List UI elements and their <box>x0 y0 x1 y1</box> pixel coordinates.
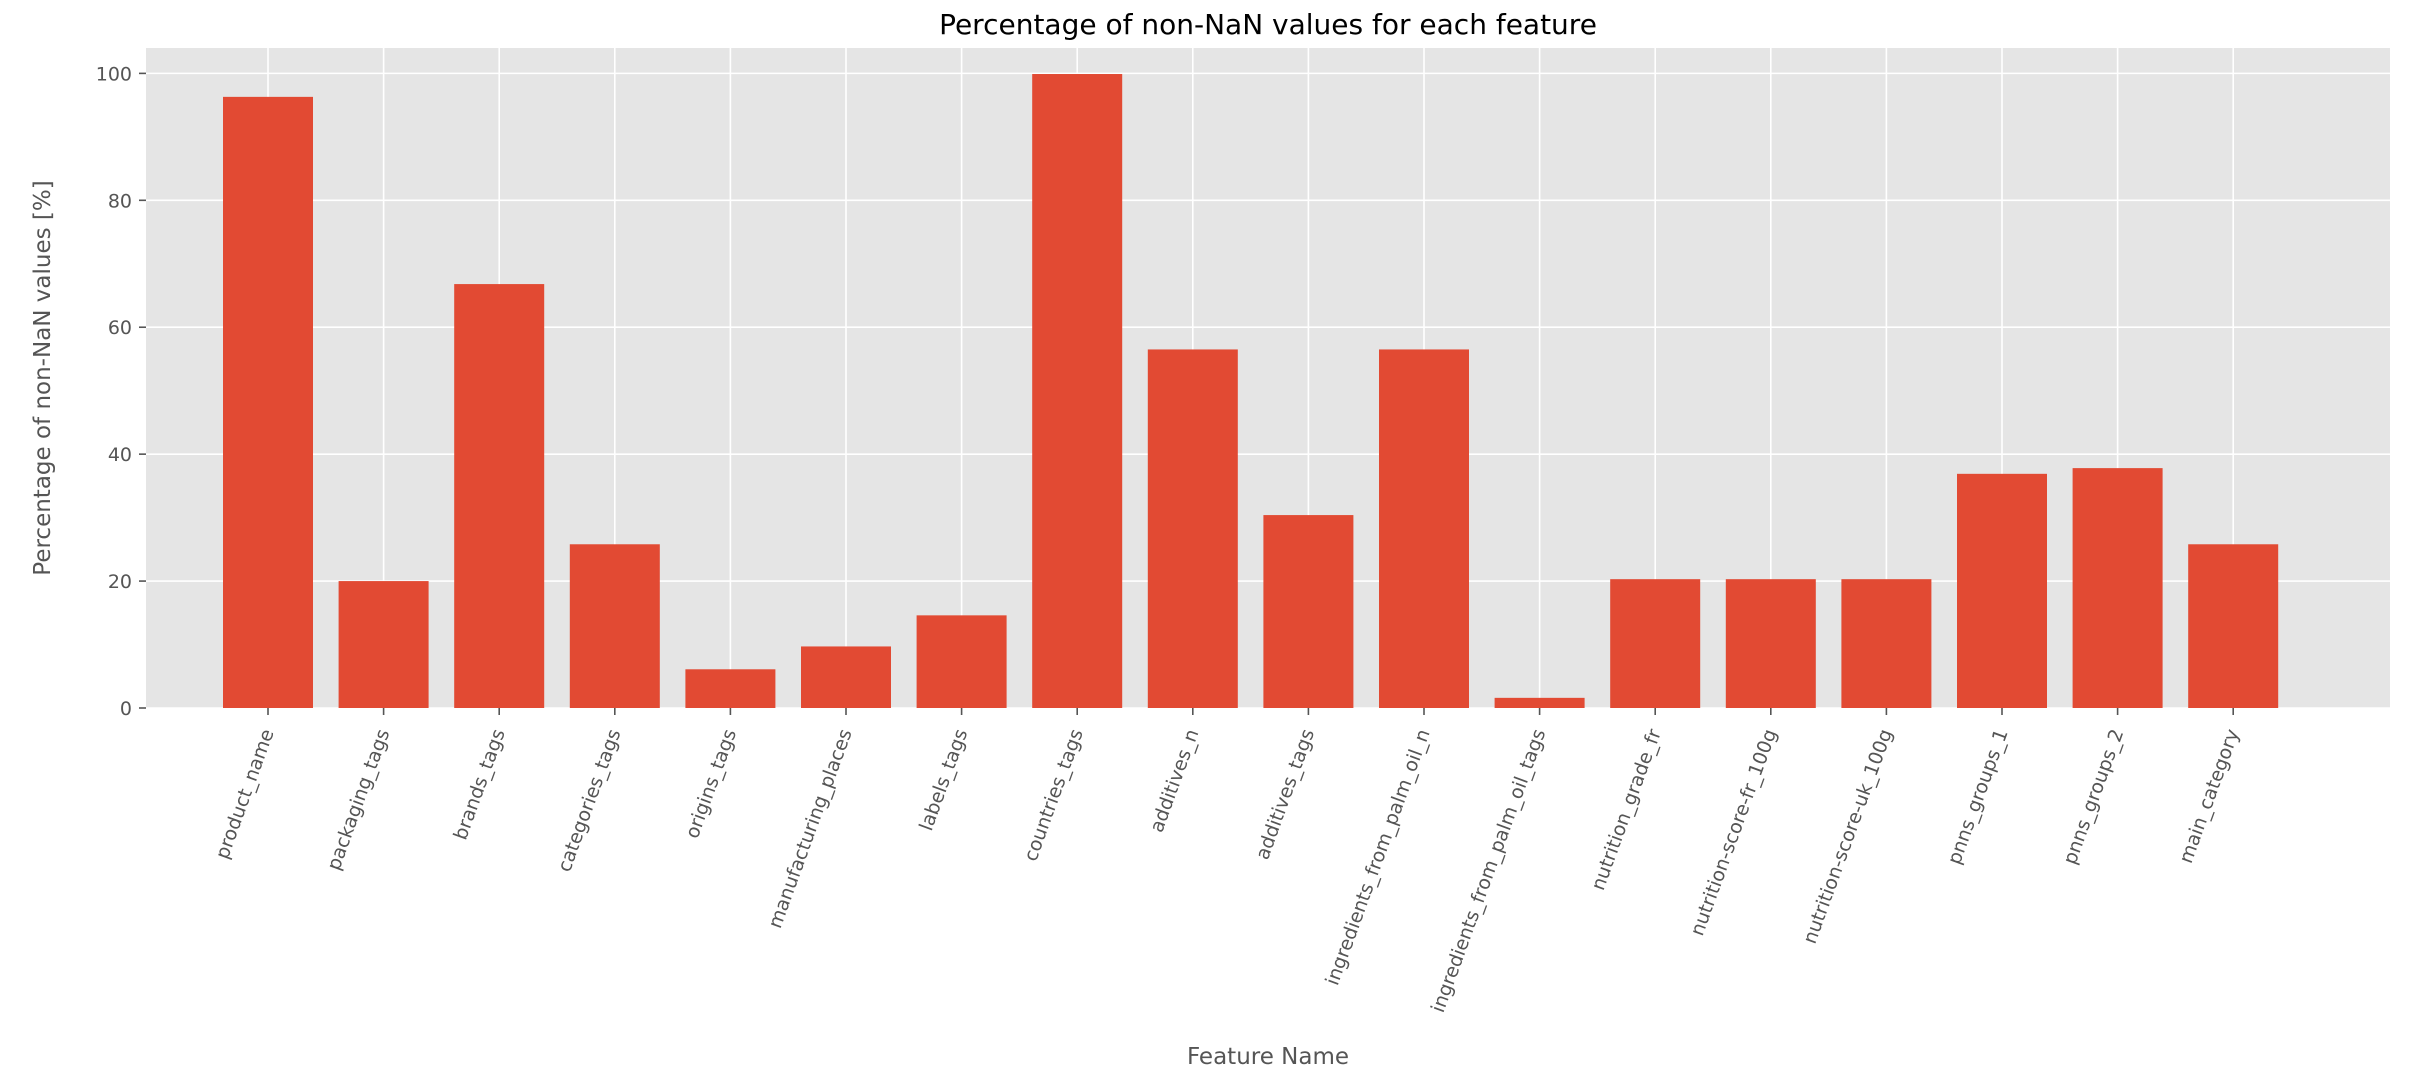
bar-additives_tags <box>1263 515 1354 708</box>
bar-categories_tags <box>569 544 660 708</box>
y-tick-label: 20 <box>108 571 132 593</box>
x-tick-label: product_name <box>211 726 278 862</box>
x-tick-label: ingredients_from_palm_oil_tags <box>1427 726 1550 1015</box>
bar-nutrition_grade_fr <box>1610 579 1701 708</box>
x-axis-label: Feature Name <box>1187 1044 1349 1070</box>
bar-countries_tags <box>1032 74 1123 709</box>
bar-ingredients_from_palm_oil_tags <box>1494 697 1585 708</box>
x-tick-label: additives_tags <box>1252 726 1320 862</box>
bar-manufacturing_places <box>801 646 891 708</box>
x-tick-label: brands_tags <box>450 726 510 843</box>
bar-packaging_tags <box>338 581 429 708</box>
bars <box>223 74 2279 709</box>
x-tick-label: additives_n <box>1146 726 1204 835</box>
bar-nutrition-score-fr_100g <box>1725 579 1816 708</box>
x-tick-label: nutrition_grade_fr <box>1587 726 1666 893</box>
x-tick-label: countries_tags <box>1020 726 1088 864</box>
x-tick-label: manufacturing_places <box>764 726 857 931</box>
x-tick-label: ingredients_from_palm_oil_n <box>1321 726 1434 988</box>
chart-title: Percentage of non-NaN values for each fe… <box>939 8 1597 41</box>
x-tick-label: origins_tags <box>681 726 741 841</box>
x-tick-label: nutrition-score-uk_100g <box>1799 726 1897 947</box>
y-axis-ticks: 0 20 40 60 80 100 <box>96 63 146 720</box>
x-tick-label: main_category <box>2175 726 2244 866</box>
bar-main_category <box>2188 544 2279 708</box>
x-axis-ticks: product_name packaging_tags brands_tags cat… <box>211 708 2244 1015</box>
bar-pnns_groups_1 <box>1957 473 2047 708</box>
bar-product_name <box>223 96 313 709</box>
x-tick-label: pnns_groups_2 <box>2059 726 2128 867</box>
y-tick-label: 0 <box>120 698 132 720</box>
bar-pnns_groups_2 <box>2072 468 2163 708</box>
bar-origins_tags <box>685 669 776 708</box>
bar-additives_n <box>1147 349 1238 708</box>
y-tick-label: 100 <box>96 63 132 85</box>
y-axis-label: Percentage of non-NaN values [%] <box>30 180 56 575</box>
y-tick-label: 60 <box>108 317 132 339</box>
y-tick-label: 40 <box>108 444 132 466</box>
x-tick-label: packaging_tags <box>323 726 394 873</box>
bar-labels_tags <box>916 615 1007 708</box>
x-tick-label: nutrition-score-fr_100g <box>1686 726 1781 938</box>
x-tick-label: labels_tags <box>915 726 972 834</box>
bar-ingredients_from_palm_oil_n <box>1379 349 1469 708</box>
x-tick-label: categories_tags <box>553 726 625 875</box>
bar-brands_tags <box>454 284 545 708</box>
y-tick-label: 80 <box>108 190 132 212</box>
bar-nutrition-score-uk_100g <box>1841 579 1932 708</box>
x-tick-label: pnns_groups_1 <box>1943 726 2012 867</box>
